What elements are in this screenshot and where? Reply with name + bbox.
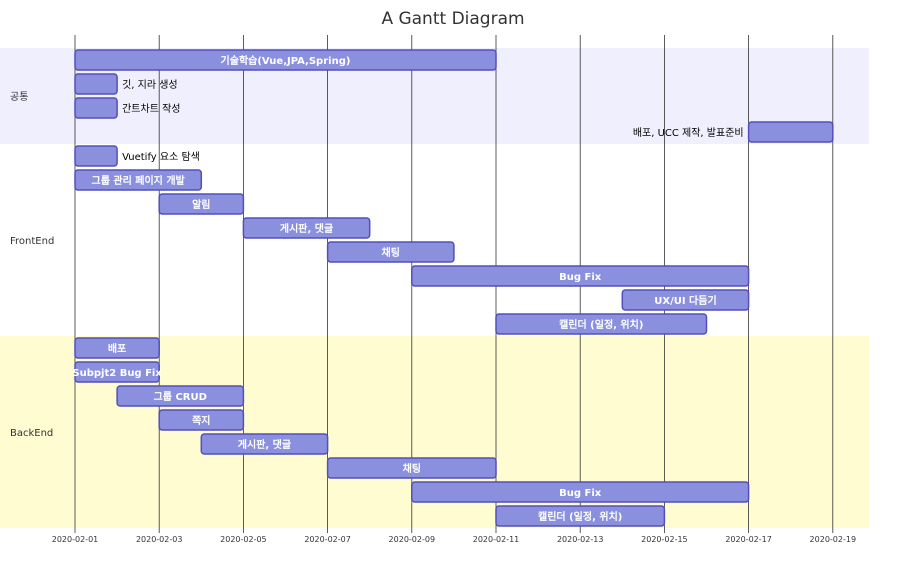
section-label: BackEnd (10, 428, 53, 439)
task-label: Bug Fix (559, 272, 602, 283)
task-bar (74, 97, 118, 119)
x-tick-label: 2020-02-15 (641, 535, 688, 544)
section-label: 공통 (10, 91, 28, 103)
task-label: 채팅 (382, 246, 400, 259)
task-bar (495, 313, 708, 335)
task-label: Vuetify 요소 탐색 (122, 151, 200, 163)
section-labels: 공통 FrontEnd BackEnd (10, 91, 54, 439)
task-bar (411, 481, 750, 503)
task-label: 알림 (192, 198, 210, 211)
task-bar (74, 145, 118, 167)
task-bar (74, 73, 118, 95)
task-label: Bug Fix (559, 488, 602, 499)
task-bar (116, 385, 245, 407)
task-label: 기술학습(Vue,JPA,Spring) (221, 54, 351, 67)
x-tick-label: 2020-02-19 (810, 535, 857, 544)
task-bar (326, 241, 455, 263)
task-bar (74, 169, 203, 191)
task-bar (747, 121, 834, 143)
chart-title: A Gantt Diagram (381, 9, 524, 29)
x-tick-label: 2020-02-09 (389, 535, 436, 544)
x-tick-label: 2020-02-07 (304, 535, 351, 544)
section-label: FrontEnd (10, 236, 54, 247)
task-label: 캘린더 (일정, 위치) (559, 318, 643, 331)
task-label: 게시판, 댓글 (238, 438, 291, 451)
task-bar (74, 361, 160, 383)
task-label: 게시판, 댓글 (280, 222, 333, 235)
x-tick-label: 2020-02-17 (725, 535, 772, 544)
task-label: 쪽지 (192, 414, 210, 427)
x-tick-label: 2020-02-01 (52, 535, 99, 544)
x-tick-label: 2020-02-11 (473, 535, 520, 544)
task-bar (326, 457, 497, 479)
task-bar (158, 193, 245, 215)
x-axis-ticks: 2020-02-01 2020-02-03 2020-02-05 2020-02-07… (52, 535, 856, 544)
task-label: 간트차트 작성 (122, 103, 180, 115)
task-label: UX/UI 다듬기 (654, 294, 716, 307)
task-label: 배포, UCC 제작, 발표준비 (633, 127, 744, 139)
task-bar (242, 217, 371, 239)
task-bar (411, 265, 750, 287)
x-tick-label: 2020-02-13 (557, 535, 604, 544)
task-label: 배포 (108, 342, 126, 355)
task-bar (158, 409, 245, 431)
task-bar (495, 505, 666, 527)
task-label: 채팅 (403, 462, 421, 475)
task-label: 그룹 관리 페이지 개발 (92, 174, 186, 187)
task-label: 그룹 CRUD (154, 391, 207, 403)
x-tick-label: 2020-02-05 (220, 535, 267, 544)
task-bar (74, 49, 497, 71)
task-bar (74, 337, 160, 359)
task-bar (200, 433, 329, 455)
task-label: 캘린더 (일정, 위치) (538, 510, 622, 523)
task-bar (621, 289, 750, 311)
task-label: 깃, 지라 생성 (122, 79, 178, 91)
task-label: Subpjt2 Bug Fix (72, 368, 162, 379)
x-tick-label: 2020-02-03 (136, 535, 183, 544)
section-bands (0, 48, 869, 528)
